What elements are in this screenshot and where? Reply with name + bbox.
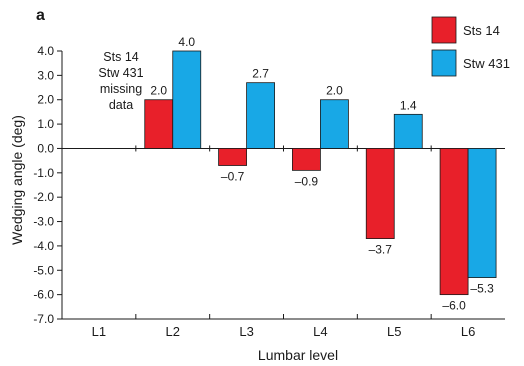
y-tick-label: -5.0 (33, 263, 54, 277)
bars (144, 50, 497, 296)
bar (365, 148, 395, 239)
annotation-line: missing (100, 82, 142, 96)
x-tick-label: L6 (461, 324, 475, 339)
bar (172, 50, 202, 149)
y-tick-label: 3.0 (37, 68, 54, 82)
data-label: –0.7 (221, 170, 245, 184)
bar (292, 148, 321, 171)
annotation-line: data (109, 98, 133, 112)
bar (218, 148, 247, 166)
bar (393, 113, 423, 149)
value-labels: 2.0 –0.7 –0.9 –3.7 –6.0 4.0 2.7 2.0 1.4 –5.3 (150, 35, 494, 313)
data-label: 4.0 (178, 35, 195, 49)
y-tick-label: -2.0 (33, 190, 54, 204)
x-tick-label: L1 (92, 324, 106, 339)
data-label: 2.0 (326, 84, 343, 98)
axes: 4.0 3.0 2.0 1.0 0.0 -1.0 -2.0 -3.0 -4.0 -5.0 -6.0 -… (33, 44, 505, 339)
legend-swatch (431, 49, 457, 77)
y-tick-label: 4.0 (37, 44, 54, 58)
x-tick-label: L5 (387, 324, 401, 339)
data-label: –5.3 (470, 282, 494, 296)
legend-swatch (431, 16, 457, 44)
y-tick-label: -7.0 (33, 312, 54, 326)
y-tick-label: 2.0 (37, 93, 54, 107)
bar (320, 99, 349, 149)
data-label: –0.9 (295, 174, 319, 188)
data-label: –6.0 (442, 299, 466, 313)
legend-label: Sts 14 (463, 23, 500, 38)
y-tick-label: 1.0 (37, 117, 54, 131)
y-tick-label: 0.0 (37, 141, 54, 155)
panel-label: a (36, 7, 45, 24)
legend: Sts 14 Stw 431 (431, 16, 510, 77)
x-tick-label: L2 (166, 324, 180, 339)
y-tick-label: -6.0 (33, 288, 54, 302)
bar (467, 148, 497, 278)
missing-data-annotation: Sts 14 Stw 431 missing data (98, 50, 143, 112)
bar (246, 82, 275, 149)
bar (144, 99, 174, 149)
bar (439, 148, 469, 296)
annotation-line: Stw 431 (98, 66, 143, 80)
x-tick-label: L4 (313, 324, 327, 339)
data-label: 2.7 (252, 67, 269, 81)
annotation-line: Sts 14 (103, 50, 138, 64)
y-tick-label: -3.0 (33, 215, 54, 229)
legend-label: Stw 431 (463, 56, 510, 71)
data-label: 2.0 (150, 84, 167, 98)
data-label: 1.4 (400, 98, 417, 112)
y-axis-title: Wedging angle (deg) (9, 115, 25, 245)
x-axis-title: Lumbar level (258, 347, 338, 363)
y-tick-label: -4.0 (33, 239, 54, 253)
x-tick-label: L3 (239, 324, 253, 339)
data-label: –3.7 (369, 243, 393, 257)
y-tick-label: -1.0 (33, 166, 54, 180)
